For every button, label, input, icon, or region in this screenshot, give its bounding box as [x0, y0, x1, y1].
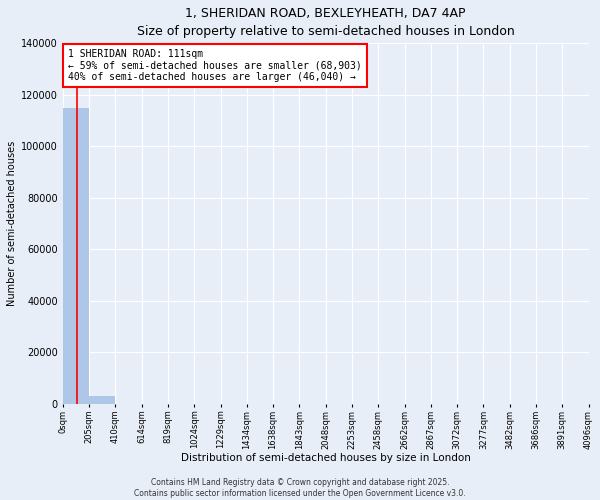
X-axis label: Distribution of semi-detached houses by size in London: Distribution of semi-detached houses by … — [181, 453, 470, 463]
Text: Contains HM Land Registry data © Crown copyright and database right 2025.
Contai: Contains HM Land Registry data © Crown c… — [134, 478, 466, 498]
Bar — [63, 108, 89, 404]
Text: 1 SHERIDAN ROAD: 111sqm
← 59% of semi-detached houses are smaller (68,903)
40% o: 1 SHERIDAN ROAD: 111sqm ← 59% of semi-de… — [68, 48, 362, 82]
Bar — [89, 396, 115, 404]
Y-axis label: Number of semi-detached houses: Number of semi-detached houses — [7, 141, 17, 306]
Title: 1, SHERIDAN ROAD, BEXLEYHEATH, DA7 4AP
Size of property relative to semi-detache: 1, SHERIDAN ROAD, BEXLEYHEATH, DA7 4AP S… — [137, 7, 515, 38]
